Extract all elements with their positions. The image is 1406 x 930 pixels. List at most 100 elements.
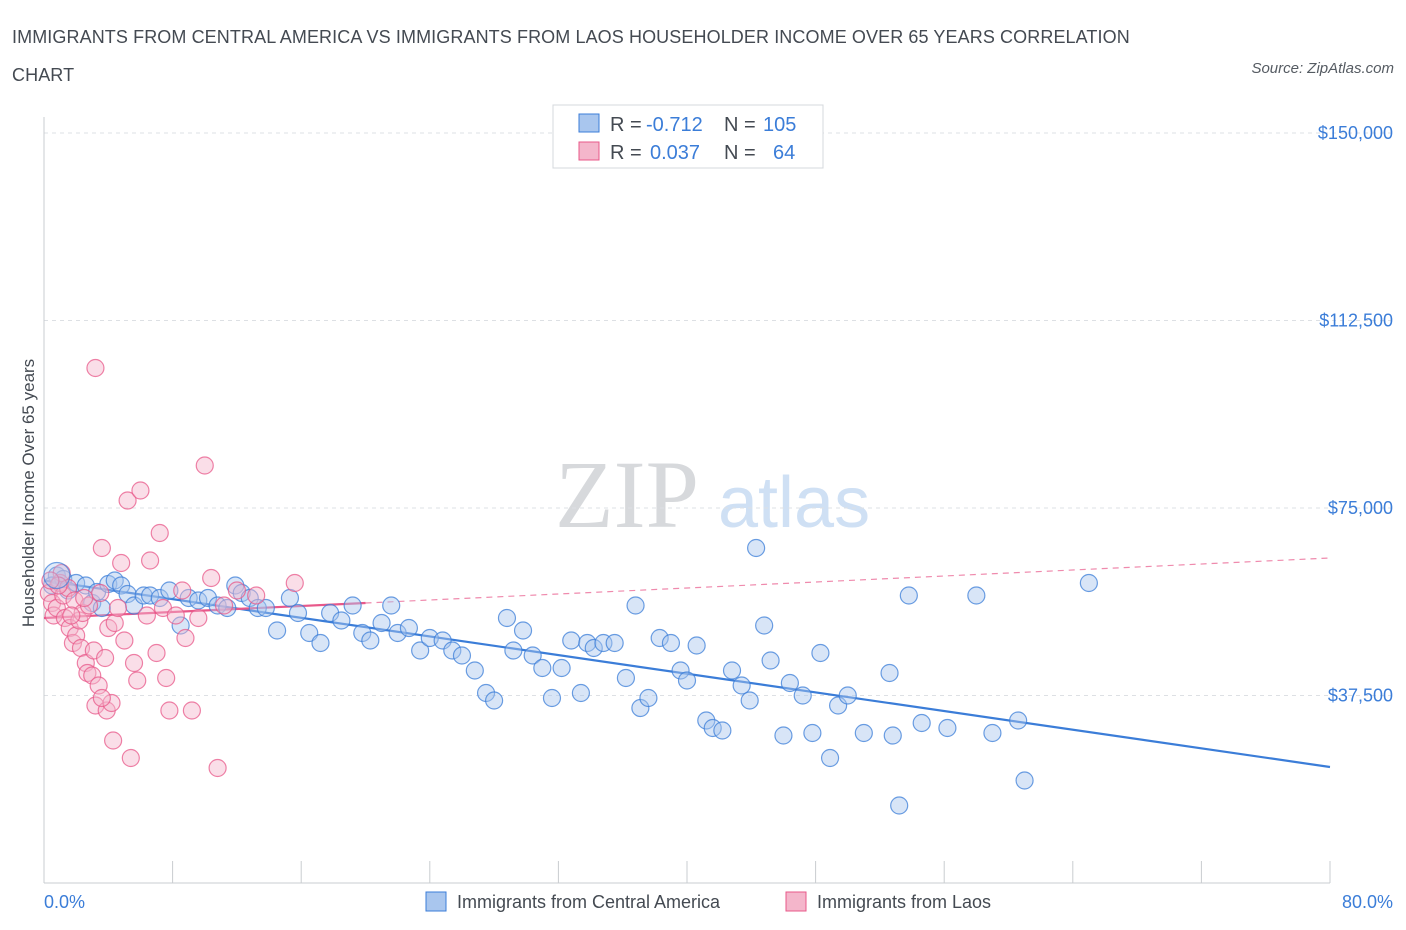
- central-america-point-91: [880, 663, 899, 683]
- central-america-point-35: [332, 611, 351, 630]
- laos-point-32: [115, 631, 134, 650]
- laos-point-45: [166, 606, 185, 625]
- central-america-point-88: [829, 696, 848, 715]
- laos-point-36: [128, 671, 147, 690]
- central-america-point-73: [697, 711, 716, 730]
- central-america-point-30: [280, 588, 300, 608]
- laos-point-30: [108, 598, 128, 618]
- source-credit: Source: ZipAtlas.com: [1251, 60, 1394, 77]
- laos-point-56: [285, 573, 304, 593]
- laos-point-43: [157, 668, 176, 688]
- central-america-point-42: [399, 618, 419, 638]
- central-america-point-17: [160, 581, 179, 600]
- central-america-point-33: [311, 633, 330, 653]
- laos-point-61: [75, 588, 94, 608]
- watermark-zip: ZIP: [555, 441, 699, 548]
- central-america-point-23: [218, 598, 237, 618]
- central-america-point-48: [465, 661, 484, 680]
- laos-point-35: [124, 653, 144, 673]
- central-america-point-72: [687, 636, 706, 655]
- watermark-atlas: atlas: [718, 463, 870, 543]
- central-america-point-46: [443, 641, 462, 660]
- central-america-point-98: [983, 723, 1002, 743]
- legend-swatch-blue: [578, 113, 600, 133]
- laos-point-60: [41, 571, 60, 590]
- legend-r-label-2: R =: [610, 142, 642, 164]
- central-america-point-76: [722, 661, 742, 680]
- central-america-point-cluster: [43, 561, 71, 590]
- central-america-point-61: [584, 638, 603, 658]
- legend-swatch-laos: [785, 891, 807, 912]
- legend-swatch-pink: [578, 141, 600, 161]
- legend-label-central-america: Immigrants from Central America: [457, 892, 721, 912]
- legend-n-value-2: 64: [773, 142, 795, 164]
- laos-point-41: [150, 523, 169, 543]
- laos-point-40: [147, 643, 166, 663]
- central-america-point-55: [533, 658, 552, 678]
- central-america-point-80: [755, 616, 774, 635]
- central-america-point-64: [616, 668, 636, 688]
- central-america-point-39: [372, 613, 391, 633]
- central-america-point-12: [118, 584, 137, 604]
- central-america-point-36: [343, 596, 362, 615]
- central-america-point-50: [485, 691, 504, 710]
- laos-point-49: [189, 608, 208, 628]
- laos-point-33: [118, 491, 137, 510]
- laos-point-23: [92, 538, 111, 558]
- x-tick-label-start: 0.0%: [44, 892, 85, 912]
- central-america-point-53: [513, 621, 533, 640]
- laos-point-28: [104, 731, 123, 750]
- central-america-point-40: [382, 596, 401, 615]
- laos-point-38: [137, 606, 156, 625]
- central-america-point-99: [1009, 711, 1028, 730]
- series-legend: Immigrants from Central America Immigran…: [425, 891, 991, 912]
- legend-label-laos: Immigrants from Laos: [817, 892, 991, 912]
- central-america-point-43: [411, 641, 430, 660]
- central-america-point-68: [650, 628, 669, 648]
- laos-point-50: [195, 456, 214, 475]
- laos-point-47: [176, 628, 195, 648]
- laos-point-48: [182, 701, 201, 720]
- y-tick-label-2: $112,500: [1319, 311, 1393, 331]
- central-america-point-65: [626, 596, 645, 615]
- tick-labels: $37,500 $75,000 $112,500 $150,000 0.0% 80.0%: [44, 123, 1393, 912]
- central-america-point-31: [288, 603, 308, 623]
- central-america-point-78: [740, 691, 759, 710]
- central-america-point-52: [504, 641, 523, 660]
- laos-point-51: [202, 568, 221, 588]
- central-america-point-93: [890, 796, 909, 815]
- y-tick-label-1: $75,000: [1328, 498, 1393, 518]
- central-america-point-82: [774, 726, 793, 745]
- legend-n-label-2: N =: [724, 142, 756, 164]
- axes: [43, 117, 1331, 884]
- central-america-point-89: [838, 686, 857, 705]
- watermark: ZIP atlas: [555, 441, 870, 548]
- laos-point-18: [83, 666, 102, 685]
- legend-swatch-central-america: [425, 891, 447, 912]
- central-america-point-81: [761, 651, 780, 670]
- laos-point-22: [91, 583, 110, 603]
- central-america-point-38: [361, 631, 380, 650]
- laos-point-34: [121, 748, 140, 768]
- central-america-point-28: [256, 598, 275, 618]
- central-america-point-41: [388, 623, 407, 643]
- y-axis-label: Householder Income Over 65 years: [19, 359, 38, 627]
- central-america-point-67: [639, 688, 658, 708]
- central-america-point-58: [562, 631, 581, 650]
- laos-point-55: [247, 586, 266, 605]
- central-america-point-92: [883, 726, 902, 745]
- central-america-point-101: [1079, 573, 1098, 593]
- x-tick-label-end: 80.0%: [1342, 892, 1393, 912]
- central-america-point-54: [523, 646, 542, 665]
- chart-title: IMMIGRANTS FROM CENTRAL AMERICA VS IMMIG…: [12, 27, 1130, 85]
- central-america-point-83: [780, 673, 799, 693]
- laos-point-16: [78, 663, 97, 683]
- laos-point-62: [62, 606, 81, 625]
- laos-point-54: [227, 581, 246, 600]
- central-america-point-77: [732, 676, 751, 695]
- central-america-point-86: [811, 643, 830, 663]
- central-america-point-47: [452, 646, 472, 665]
- correlation-legend: R = -0.712 N = 105 R = 0.037 N = 64: [552, 104, 824, 169]
- laos-point-53: [214, 596, 234, 615]
- central-america-point-56: [542, 688, 562, 708]
